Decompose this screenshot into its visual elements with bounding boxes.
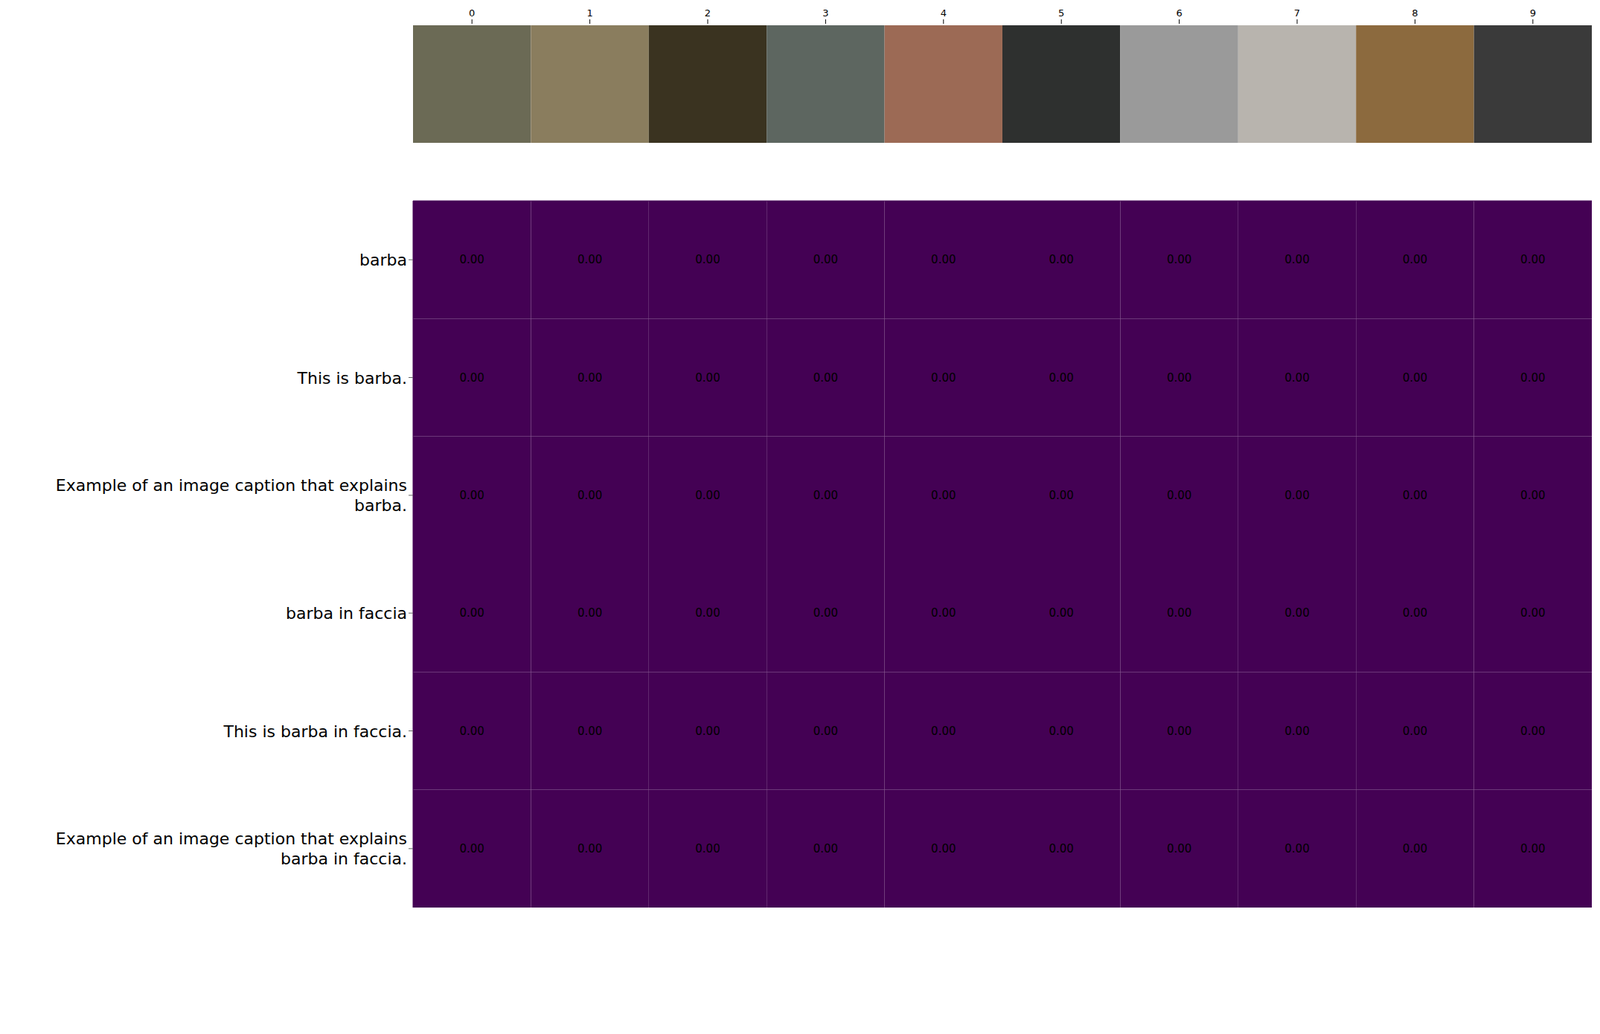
svg-text:0.00: 0.00 <box>459 606 484 620</box>
svg-text:0.00: 0.00 <box>1166 371 1192 385</box>
svg-text:0.00: 0.00 <box>930 253 956 267</box>
svg-text:0.00: 0.00 <box>1048 606 1074 620</box>
svg-text:0.00: 0.00 <box>1048 842 1074 856</box>
svg-text:0.00: 0.00 <box>1284 724 1310 739</box>
svg-text:0.00: 0.00 <box>577 371 603 385</box>
svg-text:0.00: 0.00 <box>930 488 956 503</box>
svg-text:0.00: 0.00 <box>1402 488 1428 503</box>
svg-text:7: 7 <box>1294 7 1301 19</box>
svg-text:0.00: 0.00 <box>1520 842 1545 856</box>
svg-text:2: 2 <box>704 7 711 19</box>
svg-text:0.00: 0.00 <box>459 371 484 385</box>
svg-text:0.00: 0.00 <box>577 253 603 267</box>
svg-text:0.00: 0.00 <box>1048 724 1074 739</box>
svg-text:0: 0 <box>468 7 475 19</box>
svg-text:1: 1 <box>586 7 593 19</box>
svg-text:0.00: 0.00 <box>1166 253 1192 267</box>
svg-text:0.00: 0.00 <box>813 606 838 620</box>
svg-text:0.00: 0.00 <box>577 606 603 620</box>
svg-text:9: 9 <box>1530 7 1536 19</box>
svg-text:0.00: 0.00 <box>577 724 603 739</box>
svg-text:0.00: 0.00 <box>1402 253 1428 267</box>
svg-text:0.00: 0.00 <box>1520 488 1545 503</box>
svg-text:0.00: 0.00 <box>1284 842 1310 856</box>
svg-text:0.00: 0.00 <box>813 842 838 856</box>
svg-text:barba in faccia: barba in faccia <box>285 604 408 623</box>
svg-text:0.00: 0.00 <box>459 488 484 503</box>
svg-text:0.00: 0.00 <box>1048 371 1074 385</box>
svg-text:8: 8 <box>1411 7 1418 19</box>
svg-text:0.00: 0.00 <box>1166 842 1192 856</box>
svg-text:This is barba in faccia.: This is barba in faccia. <box>222 722 408 742</box>
svg-text:0.00: 0.00 <box>459 253 484 267</box>
svg-text:0.00: 0.00 <box>695 488 720 503</box>
svg-text:0.00: 0.00 <box>1166 488 1192 503</box>
svg-text:0.00: 0.00 <box>459 842 484 856</box>
svg-text:0.00: 0.00 <box>1284 371 1310 385</box>
svg-text:This is barba.: This is barba. <box>296 369 408 388</box>
svg-text:0.00: 0.00 <box>1166 606 1192 620</box>
svg-text:Example of an image caption th: Example of an image caption that explain… <box>55 829 408 869</box>
svg-text:0.00: 0.00 <box>1284 488 1310 503</box>
svg-text:0.00: 0.00 <box>930 842 956 856</box>
svg-text:0.00: 0.00 <box>1520 724 1545 739</box>
svg-text:0.00: 0.00 <box>1520 371 1545 385</box>
svg-text:Example of an image caption th: Example of an image caption that explain… <box>55 476 408 515</box>
svg-text:0.00: 0.00 <box>1402 724 1428 739</box>
svg-text:0.00: 0.00 <box>459 724 484 739</box>
svg-text:0.00: 0.00 <box>1402 842 1428 856</box>
svg-text:0.00: 0.00 <box>813 724 838 739</box>
svg-text:0.00: 0.00 <box>1402 606 1428 620</box>
svg-text:0.00: 0.00 <box>1520 253 1545 267</box>
svg-text:0.00: 0.00 <box>930 606 956 620</box>
svg-text:0.00: 0.00 <box>695 842 720 856</box>
svg-text:0.00: 0.00 <box>1402 371 1428 385</box>
svg-text:0.00: 0.00 <box>1284 606 1310 620</box>
svg-text:0.00: 0.00 <box>1048 253 1074 267</box>
svg-text:4: 4 <box>940 7 947 19</box>
svg-text:0.00: 0.00 <box>1166 724 1192 739</box>
svg-text:0.00: 0.00 <box>577 842 603 856</box>
svg-text:0.00: 0.00 <box>813 488 838 503</box>
svg-text:5: 5 <box>1058 7 1065 19</box>
svg-text:barba: barba <box>359 250 408 270</box>
svg-text:0.00: 0.00 <box>577 488 603 503</box>
svg-text:0.00: 0.00 <box>930 724 956 739</box>
svg-text:0.00: 0.00 <box>695 606 720 620</box>
svg-text:6: 6 <box>1175 7 1182 19</box>
svg-text:0.00: 0.00 <box>930 371 956 385</box>
svg-text:0.00: 0.00 <box>813 371 838 385</box>
svg-text:0.00: 0.00 <box>695 253 720 267</box>
svg-text:0.00: 0.00 <box>813 253 838 267</box>
svg-text:3: 3 <box>822 7 829 19</box>
svg-text:0.00: 0.00 <box>1048 488 1074 503</box>
svg-text:0.00: 0.00 <box>1520 606 1545 620</box>
svg-text:0.00: 0.00 <box>1284 253 1310 267</box>
svg-text:0.00: 0.00 <box>695 724 720 739</box>
svg-text:0.00: 0.00 <box>695 371 720 385</box>
